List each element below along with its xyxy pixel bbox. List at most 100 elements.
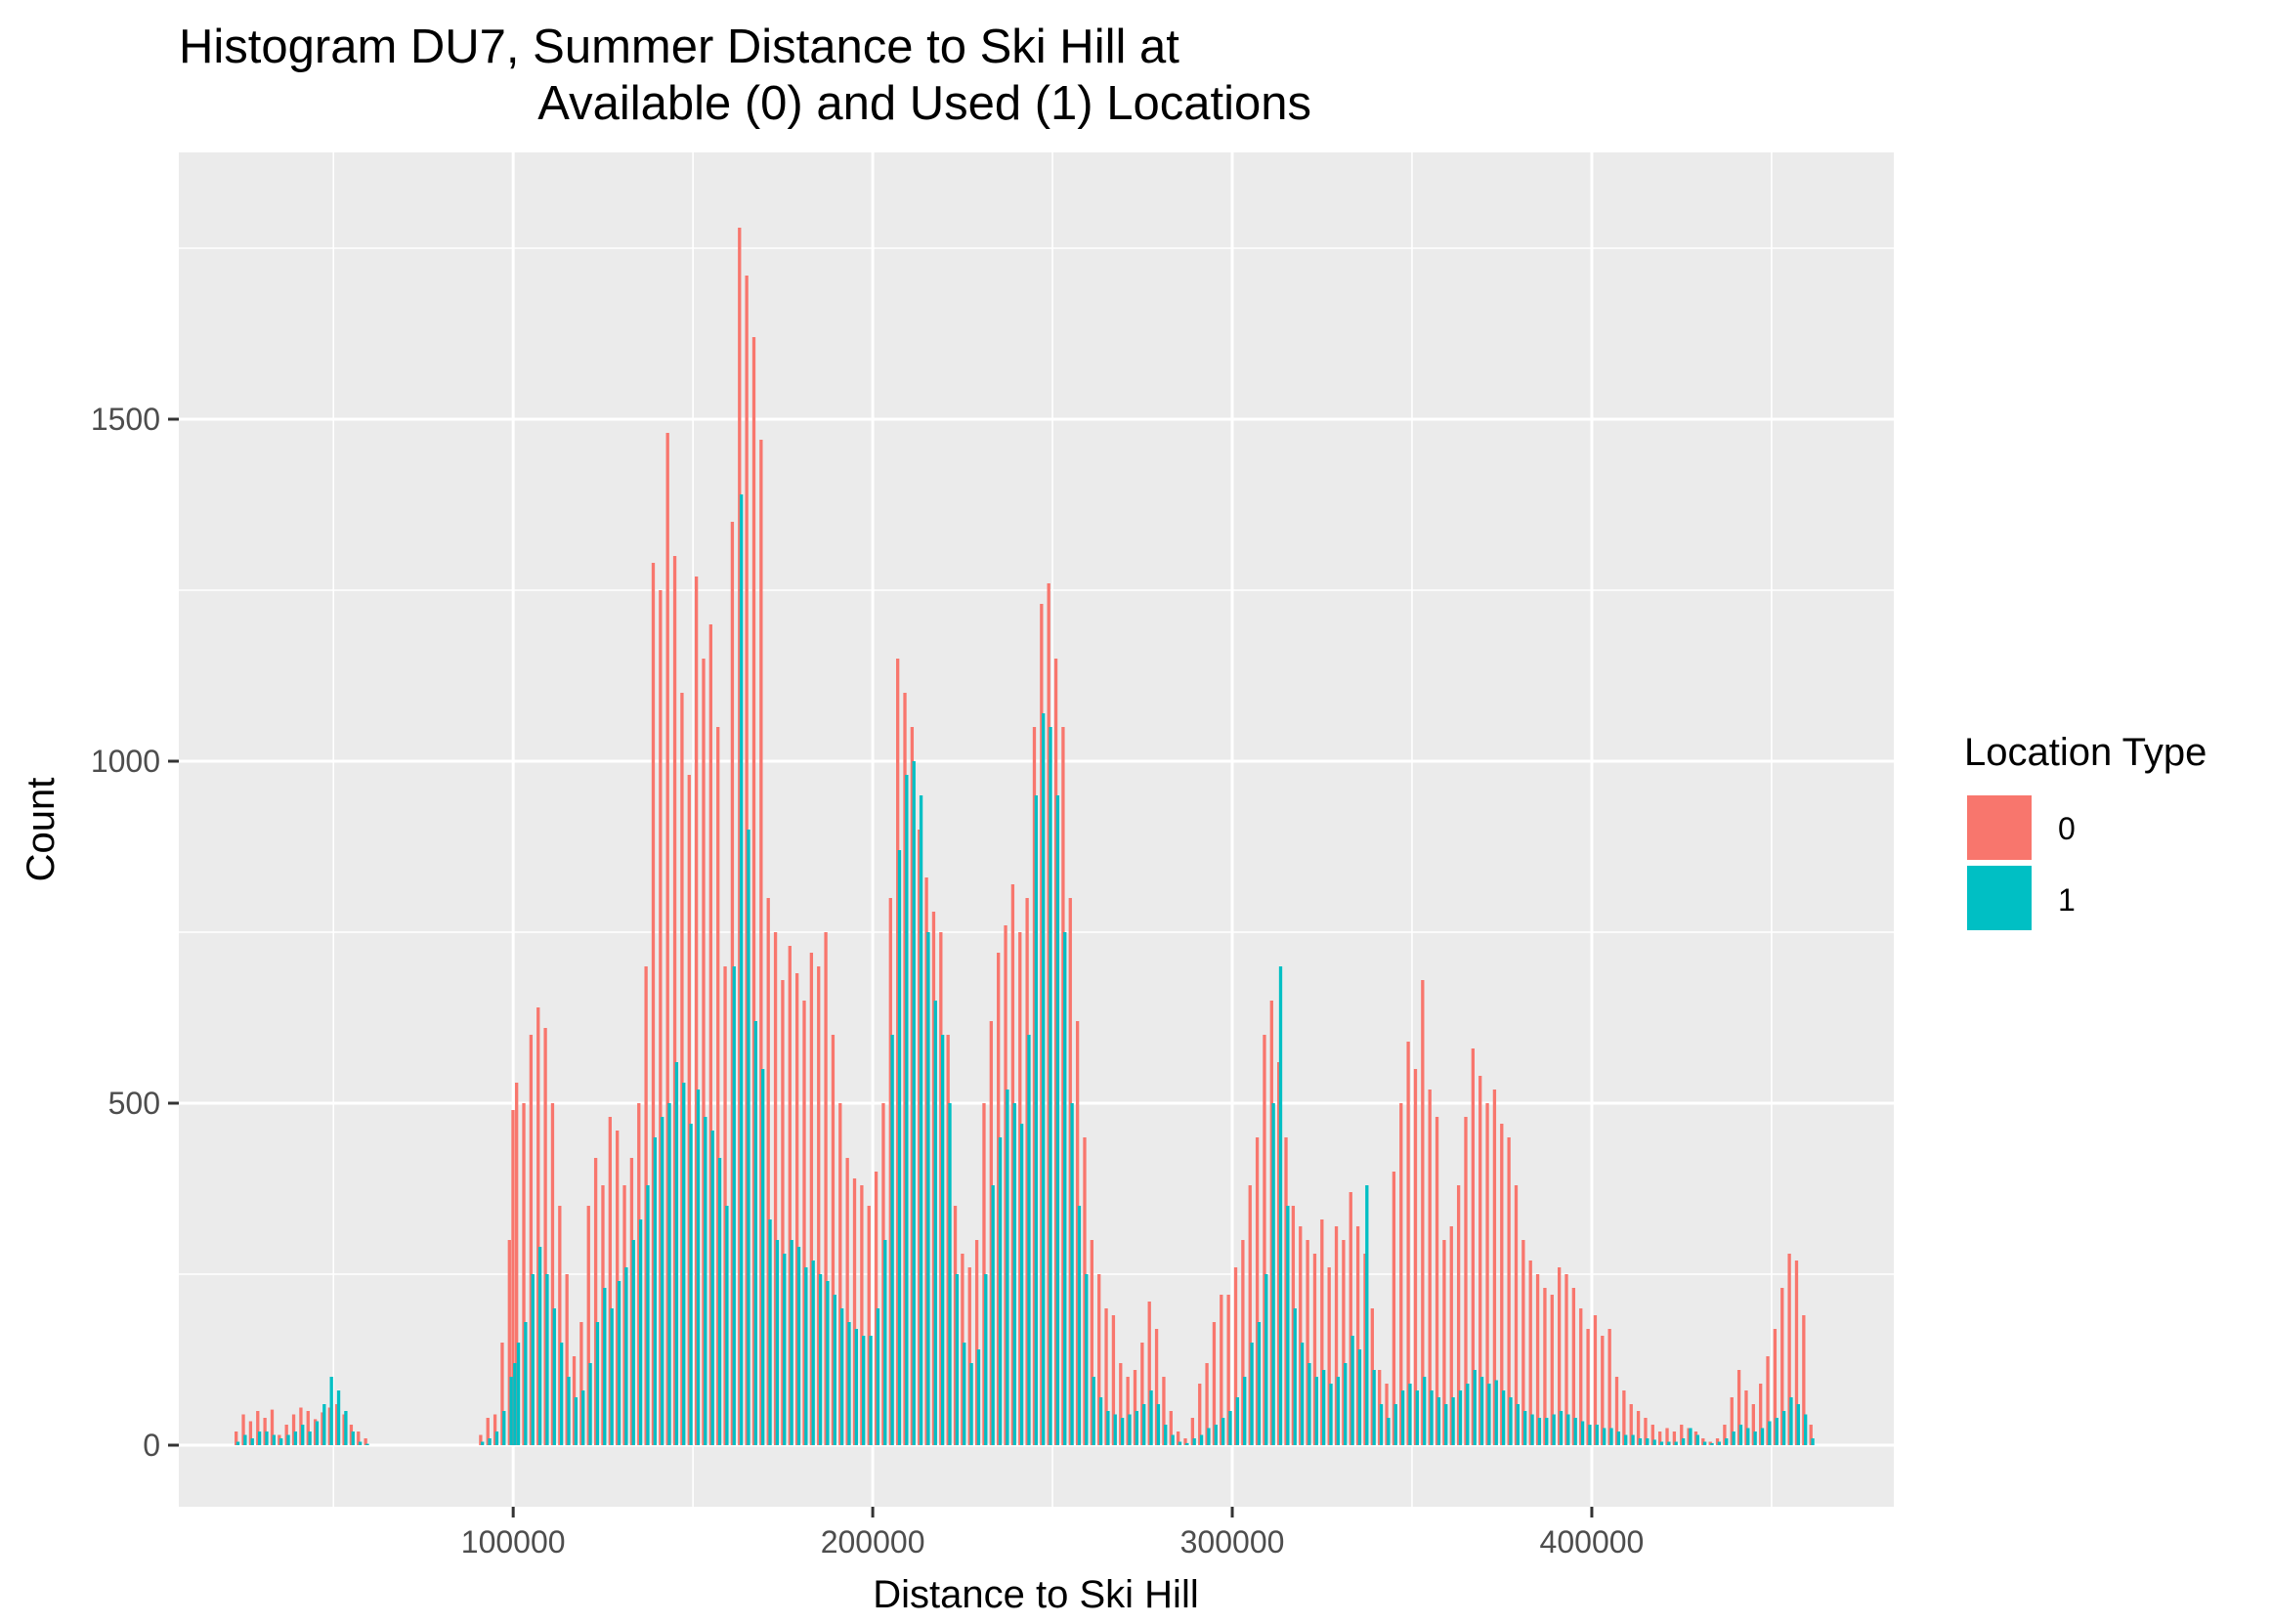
bar-series-0 <box>1708 1441 1712 1445</box>
bar-series-1 <box>509 1377 513 1445</box>
bar-series-0 <box>263 1418 267 1445</box>
bar-series-1 <box>963 1343 966 1445</box>
bar-series-0 <box>1507 1137 1511 1445</box>
bar-series-1 <box>1278 966 1283 1445</box>
bar-series-1 <box>1164 1425 1168 1445</box>
bar-series-0 <box>1687 1428 1691 1445</box>
bar-series-1 <box>279 1438 283 1445</box>
bar-series-0 <box>997 953 1001 1445</box>
chart-title-line-1: Histogram DU7, Summer Distance to Ski Hi… <box>179 21 1179 73</box>
bar-series-1 <box>588 1363 592 1445</box>
bar-series-1 <box>1595 1425 1599 1445</box>
bar-series-0 <box>1068 898 1072 1445</box>
bar-series-0 <box>1601 1336 1605 1445</box>
bar-series-0 <box>1147 1302 1151 1445</box>
bar-series-1 <box>1077 1206 1082 1445</box>
bar-series-1 <box>1746 1428 1750 1445</box>
x-axis-title: Distance to Ski Hill <box>873 1573 1198 1616</box>
bar-series-1 <box>1293 1308 1297 1445</box>
bar-series-1 <box>1113 1414 1117 1445</box>
bar-series-0 <box>1413 1069 1418 1445</box>
bar-series-0 <box>1342 1240 1346 1445</box>
bar-series-0 <box>1399 1103 1403 1445</box>
bar-series-1 <box>1703 1441 1707 1445</box>
bar-series-0 <box>1672 1432 1677 1445</box>
bar-series-0 <box>586 1206 590 1445</box>
bar-series-0 <box>1773 1329 1778 1445</box>
bar-series-1 <box>1768 1421 1772 1445</box>
bar-series-1 <box>301 1425 305 1445</box>
bar-series-1 <box>351 1432 355 1445</box>
bar-series-1 <box>1781 1411 1786 1445</box>
bar-series-1 <box>1085 1274 1089 1445</box>
bar-series-0 <box>1327 1267 1331 1445</box>
bar-series-0 <box>1097 1274 1101 1445</box>
bar-series-0 <box>1644 1418 1648 1445</box>
bar-series-1 <box>1006 1090 1009 1445</box>
bar-series-0 <box>989 1021 993 1445</box>
bar-series-1 <box>1444 1404 1448 1445</box>
bar-series-1 <box>1566 1414 1570 1445</box>
bar-series-1 <box>1753 1432 1757 1445</box>
bar-series-0 <box>299 1407 303 1445</box>
bar-series-1 <box>869 1336 873 1445</box>
bar-series-0 <box>918 830 921 1445</box>
bar-series-0 <box>357 1432 361 1445</box>
bar-series-1 <box>790 1240 793 1445</box>
bar-series-1 <box>897 850 902 1445</box>
bar-series-1 <box>912 761 916 1445</box>
x-tick-label: 200000 <box>821 1524 925 1560</box>
bar-series-1 <box>1344 1363 1348 1445</box>
bar-series-1 <box>1530 1414 1534 1445</box>
major-gridlines <box>179 152 1894 1507</box>
bar-series-1 <box>603 1288 607 1445</box>
bar-series-1 <box>537 1247 542 1445</box>
bar-series-0 <box>342 1414 346 1445</box>
bar-series-1 <box>1710 1442 1714 1445</box>
bar-series-0 <box>1701 1438 1705 1445</box>
bar-series-1 <box>344 1411 348 1445</box>
bar-series-1 <box>272 1434 276 1445</box>
bar-series-1 <box>1070 1103 1074 1445</box>
bar-series-0 <box>241 1414 245 1445</box>
bar-series-1 <box>595 1322 600 1445</box>
bar-series-0 <box>1320 1219 1324 1445</box>
bar-series-0 <box>1032 727 1037 1445</box>
bar-series-1 <box>1092 1377 1095 1445</box>
bar-series-1 <box>775 1240 780 1445</box>
bar-series-0 <box>1385 1384 1389 1445</box>
bar-series-1 <box>646 1185 650 1445</box>
bar-series-0 <box>608 1117 612 1445</box>
bar-series-1 <box>854 1329 859 1445</box>
bar-series-1 <box>236 1441 240 1445</box>
bar-series-0 <box>702 659 706 1445</box>
bar-series-1 <box>804 1267 808 1445</box>
bar-series-0 <box>759 440 763 1445</box>
bar-series-0 <box>235 1432 238 1445</box>
bar-series-1 <box>1796 1404 1800 1445</box>
bar-series-0 <box>1053 659 1058 1445</box>
bar-series-1 <box>1379 1404 1384 1445</box>
legend-key-1 <box>1967 866 2032 930</box>
bar-series-0 <box>313 1419 318 1445</box>
bar-series-1 <box>574 1397 578 1445</box>
bar-series-1 <box>1228 1411 1232 1445</box>
bar-series-0 <box>1025 898 1029 1445</box>
bar-series-0 <box>1075 1021 1080 1445</box>
bar-series-0 <box>953 1206 958 1445</box>
bar-series-1 <box>1156 1404 1161 1445</box>
bar-series-0 <box>766 898 770 1445</box>
bar-series-1 <box>315 1421 320 1445</box>
legend-key-0 <box>1967 795 2032 860</box>
bar-series-0 <box>511 1110 515 1445</box>
bar-series-1 <box>1106 1411 1110 1445</box>
bar-series-0 <box>1018 932 1022 1445</box>
bar-series-1 <box>1243 1377 1247 1445</box>
bar-series-0 <box>730 522 735 1445</box>
bar-series-0 <box>572 1356 577 1445</box>
bar-series-0 <box>1500 1124 1504 1445</box>
bar-series-0 <box>629 1158 634 1445</box>
bar-series-1 <box>717 1158 722 1445</box>
bar-series-0 <box>1442 1240 1446 1445</box>
bar-series-1 <box>1545 1418 1549 1445</box>
